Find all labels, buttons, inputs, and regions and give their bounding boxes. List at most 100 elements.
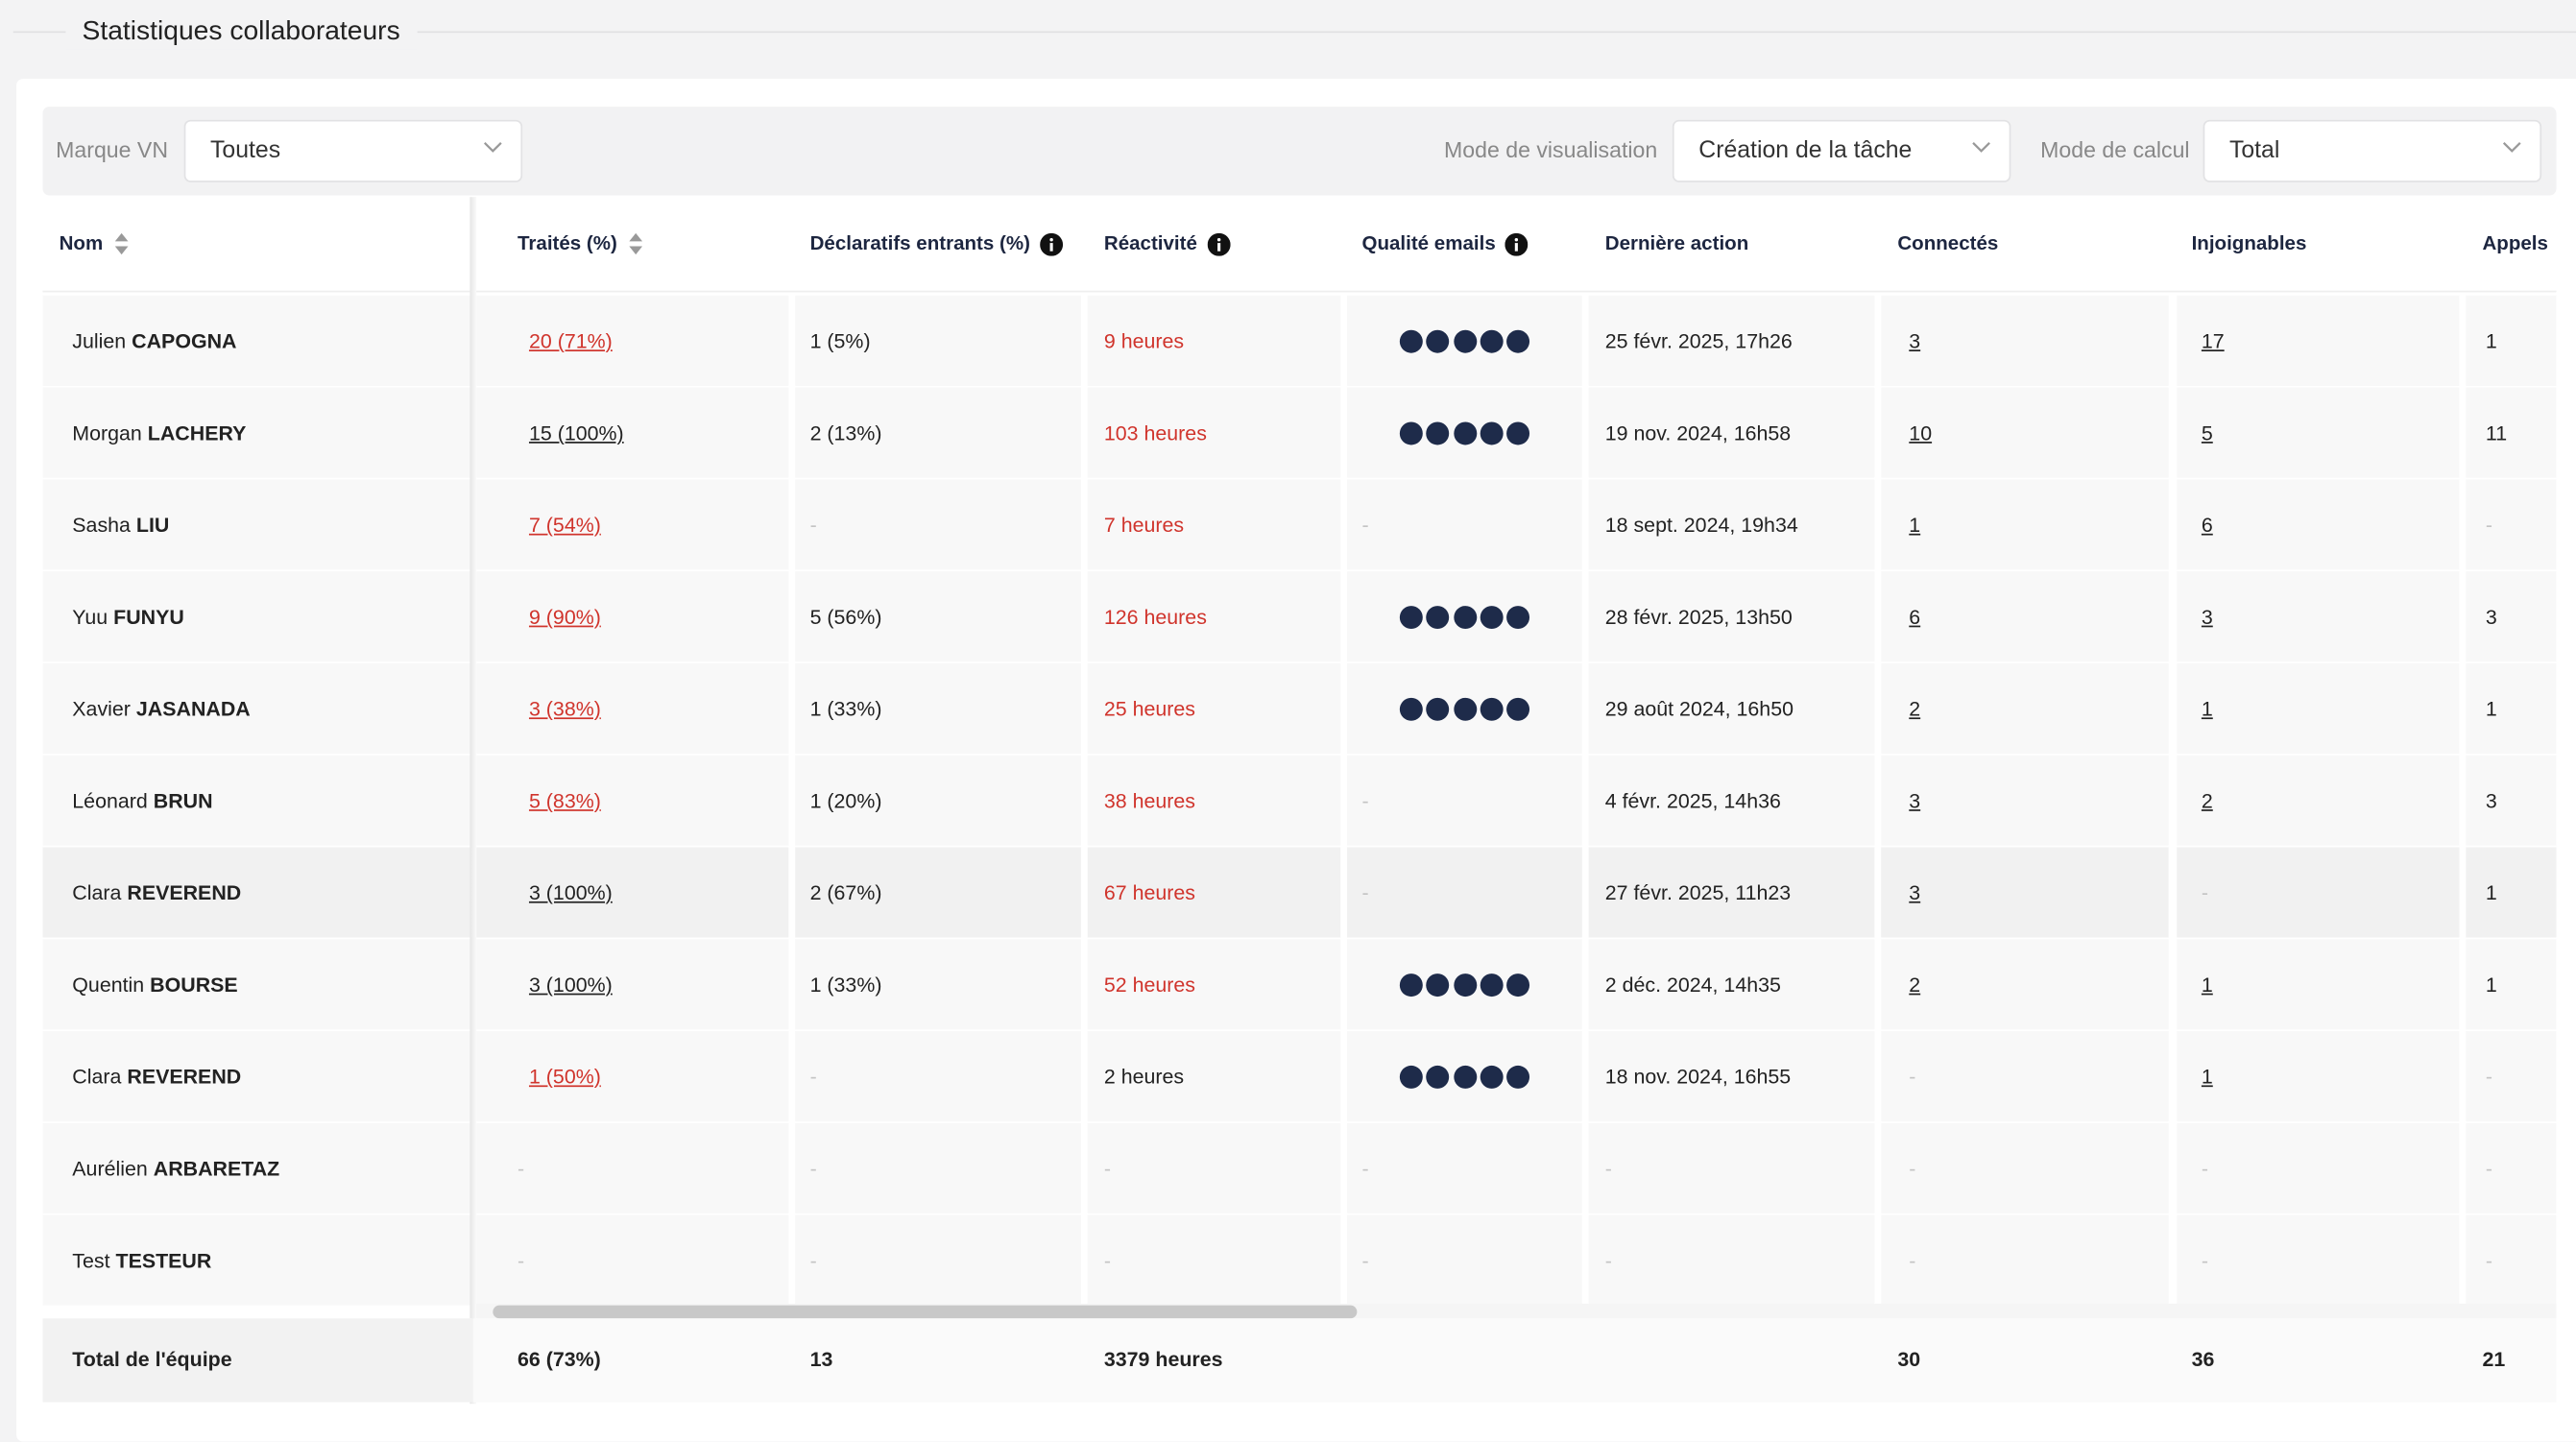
cell (2177, 1122, 2460, 1214)
quality-dot (1480, 329, 1504, 353)
cell (2177, 662, 2460, 754)
cell (476, 571, 789, 662)
cell (1881, 939, 2169, 1030)
cell-text: - (1103, 1249, 1111, 1273)
first-name: Morgan (72, 421, 142, 445)
first-name: Léonard (72, 789, 148, 813)
quality-dot (1426, 697, 1450, 721)
cell (1588, 755, 1875, 846)
cell (1087, 387, 1341, 478)
first-name: Yuu (72, 606, 108, 630)
last-name: LIU (135, 514, 170, 538)
cell-text: 25 heures (1103, 697, 1196, 721)
name-cell (42, 1031, 473, 1122)
name-cell (42, 662, 473, 754)
name-cell (42, 1122, 473, 1214)
first-name: Test (72, 1249, 110, 1273)
quality-dots (1399, 972, 1548, 997)
cell (1347, 847, 1582, 938)
cell (1347, 1122, 1582, 1214)
cell-text: - (1103, 1157, 1111, 1181)
cell-text: - (1361, 514, 1369, 538)
column-header: Appels (2482, 231, 2548, 255)
cell (1588, 571, 1875, 662)
quality-dot (1453, 697, 1477, 721)
total-value: 66 (73%) (517, 1348, 601, 1372)
cell (1087, 1031, 1341, 1122)
quality-dot (1399, 329, 1423, 353)
cell-text: 1 (2201, 1065, 2213, 1089)
quality-dot (1506, 697, 1530, 721)
total-value: 30 (1897, 1348, 1921, 1372)
cell (2466, 662, 2557, 754)
cell (1347, 1214, 1582, 1306)
cell (1881, 1031, 2169, 1122)
cell-text: - (2485, 1157, 2493, 1181)
name: Léonard BRUN (72, 788, 212, 814)
cell-text: 25 févr. 2025, 17h26 (1604, 329, 1793, 353)
cell (1588, 1214, 1875, 1306)
last-name: REVEREND (127, 1065, 242, 1089)
cell-text: 29 août 2024, 16h50 (1604, 697, 1794, 721)
quality-dot (1399, 421, 1423, 445)
quality-dot (1480, 973, 1504, 997)
cell (2177, 755, 2460, 846)
cell (2466, 1031, 2557, 1122)
quality-dot (1506, 329, 1530, 353)
name-cell (42, 479, 473, 570)
cell-text: - (809, 1065, 817, 1089)
column-header: Qualité emails (1361, 231, 1496, 255)
cell (476, 295, 789, 386)
name-cell (42, 571, 473, 662)
quality-dots (1399, 421, 1548, 446)
cell (1588, 479, 1875, 570)
cell-text: 5 (83%) (528, 789, 601, 813)
cell-text: 27 févr. 2025, 11h23 (1604, 881, 1792, 905)
cell (1347, 479, 1582, 570)
filter-label: Marque VN (56, 137, 169, 163)
sort-icon[interactable] (113, 231, 130, 256)
cell-text: 5 (2201, 421, 2213, 445)
table-header (42, 197, 2557, 293)
column-header: Connectés (1897, 231, 1999, 255)
cell-text: - (1361, 881, 1369, 905)
cell-text: 1 (20%) (809, 789, 882, 813)
cell-text: 28 févr. 2025, 13h50 (1604, 606, 1793, 630)
quality-dot (1426, 421, 1450, 445)
quality-dots (1399, 328, 1548, 354)
filter-select[interactable]: Création de la tâche (1672, 119, 2011, 182)
cell (1087, 295, 1341, 386)
total-value: 3379 heures (1103, 1348, 1223, 1372)
column-header: Dernière action (1604, 231, 1749, 255)
cell-text: 3 (38%) (528, 697, 601, 721)
cell (1588, 1122, 1875, 1214)
info-icon (1040, 232, 1064, 256)
name-cell (42, 295, 473, 386)
cell (1881, 387, 2169, 478)
cell (476, 939, 789, 1030)
scrollbar-thumb[interactable] (493, 1305, 1358, 1319)
cell (795, 847, 1081, 938)
cell (1881, 662, 2169, 754)
header-line (12, 31, 2576, 34)
first-name: Clara (72, 1065, 122, 1089)
quality-dots (1399, 604, 1548, 630)
cell (476, 755, 789, 846)
last-name: LACHERY (147, 421, 247, 445)
cell-text: 103 heures (1103, 421, 1207, 445)
quality-dot (1480, 697, 1504, 721)
filter-value: Toutes (210, 137, 281, 165)
name: Clara REVEREND (72, 1064, 241, 1090)
cell-text: 9 heures (1103, 329, 1185, 353)
total-value: 13 (809, 1348, 833, 1372)
cell-text: - (809, 1157, 817, 1181)
cell (2177, 847, 2460, 938)
cell (1087, 1214, 1341, 1306)
cell (476, 847, 789, 938)
last-name: ARBARETAZ (153, 1157, 280, 1181)
filter-select[interactable]: Toutes (183, 119, 523, 182)
sort-icon[interactable] (627, 231, 643, 256)
cell-text: 18 sept. 2024, 19h34 (1604, 514, 1798, 538)
filter-select[interactable]: Total (2203, 119, 2542, 182)
cell-text: 1 (2201, 973, 2213, 997)
